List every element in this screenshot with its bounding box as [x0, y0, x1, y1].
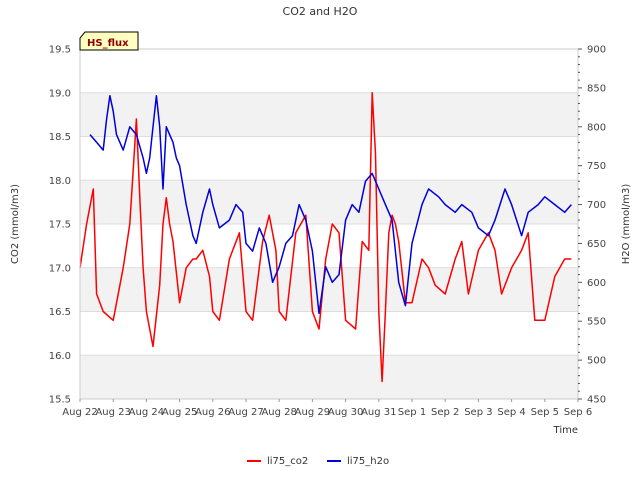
badge-shape [79, 31, 139, 51]
plot-band [80, 92, 578, 137]
x-tick-label: Aug 25 [162, 407, 197, 418]
right-axis-title: H2O (mmol/m3) [621, 184, 632, 265]
right-tick-label: 650 [587, 239, 606, 250]
right-tick-label: 900 [587, 45, 606, 56]
x-tick-label: Sep 2 [431, 407, 459, 418]
left-tick-label: 19.5 [49, 45, 71, 56]
x-tick-label: Sep 3 [464, 407, 492, 418]
x-tick-label: Aug 23 [95, 407, 130, 418]
right-tick-label: 700 [587, 200, 606, 211]
x-tick-label: Aug 29 [295, 407, 330, 418]
x-tick-label: Aug 22 [62, 407, 97, 418]
badge-label: HS_flux [87, 38, 129, 49]
plot-band [80, 180, 578, 224]
right-tick-label: 850 [587, 83, 606, 94]
right-tick-label: 500 [587, 356, 606, 367]
right-tick-label: 450 [587, 395, 606, 406]
hs-flux-badge: HS_flux [79, 31, 139, 51]
plot-bands [80, 92, 578, 399]
chart-title: CO2 and H2O [283, 5, 358, 18]
left-tick-label: 16.5 [49, 307, 71, 318]
left-axis: 15.5 16.0 16.5 17.0 17.5 18.0 18.5 19.0 19.5 [49, 45, 71, 406]
legend-label-co2: li75_co2 [267, 456, 308, 467]
plot-band [80, 355, 578, 399]
series-lines [79, 92, 572, 383]
legend-label-h2o: li75_h2o [347, 456, 389, 467]
left-tick-label: 18.5 [49, 132, 71, 143]
x-tick-label: Sep 6 [564, 407, 592, 418]
x-tick-label: Sep 5 [531, 407, 559, 418]
plot-frame [79, 48, 579, 400]
x-tick-label: Aug 27 [228, 407, 263, 418]
right-axis: 450 500 550 600 650 700 750 800 850 900 [578, 45, 606, 406]
x-tick-label: Aug 31 [361, 407, 396, 418]
x-tick-label: Aug 24 [129, 407, 164, 418]
left-tick-label: 19.0 [49, 88, 71, 99]
series-line-li75_co2 [79, 92, 572, 383]
right-tick-label: 750 [587, 161, 606, 172]
x-tick-label: Aug 30 [328, 407, 363, 418]
right-tick-label: 800 [587, 122, 606, 133]
right-tick-label: 600 [587, 278, 606, 289]
left-axis-title: CO2 (mmol/m3) [10, 184, 21, 264]
x-axis-title: Time [553, 425, 578, 436]
series-line-li75_h2o [89, 94, 572, 315]
left-tick-label: 17.0 [49, 263, 71, 274]
right-tick-label: 550 [587, 317, 606, 328]
x-tick-label: Sep 4 [497, 407, 525, 418]
left-tick-label: 15.5 [49, 395, 71, 406]
x-tick-label: Sep 1 [398, 407, 426, 418]
left-tick-label: 17.5 [49, 220, 71, 231]
x-tick-label: Aug 26 [195, 407, 230, 418]
left-tick-label: 18.0 [49, 176, 71, 187]
left-tick-label: 16.0 [49, 351, 71, 362]
legend: li75_co2 li75_h2o [247, 456, 389, 467]
x-tick-label: Aug 28 [261, 407, 296, 418]
